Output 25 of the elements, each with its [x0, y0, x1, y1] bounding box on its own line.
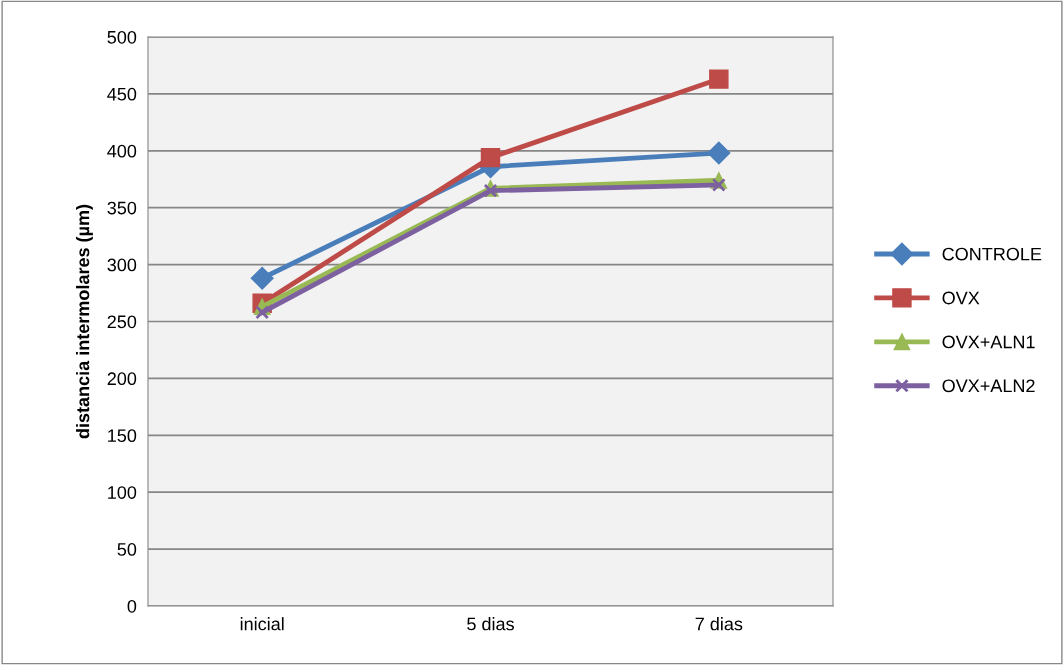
y-tick-label: 300 [107, 258, 137, 272]
point [711, 177, 726, 192]
x-tick-label: 7 dias [695, 617, 743, 631]
y-tick-label: 100 [108, 486, 137, 499]
y-tick-label: 400 [107, 144, 137, 158]
y-axis-title: distancia intermolares (µm) [76, 204, 93, 439]
point [709, 69, 729, 89]
y-tick-label: 0 [127, 599, 137, 613]
y-tick-label: 50 [117, 543, 137, 556]
point [255, 305, 270, 320]
x-tick-label: 5 dias [467, 617, 514, 631]
y-tick-label: 500 [107, 30, 137, 44]
legend-label: OVX+ALN1 [942, 335, 1035, 349]
x-tick-label: inicial [240, 617, 284, 631]
point [707, 141, 731, 165]
y-tick-label: 250 [107, 315, 137, 329]
legend-label: OVX+ALN2 [942, 379, 1035, 393]
y-tick-label: 450 [107, 87, 137, 101]
y-tick-label: 350 [107, 201, 137, 215]
y-tick-label: 150 [108, 429, 137, 443]
point [250, 266, 274, 290]
legend-label: CONTROLE [942, 247, 1042, 261]
legend-label: OVX [942, 291, 980, 305]
point [480, 147, 501, 168]
y-tick-label: 200 [107, 372, 137, 386]
